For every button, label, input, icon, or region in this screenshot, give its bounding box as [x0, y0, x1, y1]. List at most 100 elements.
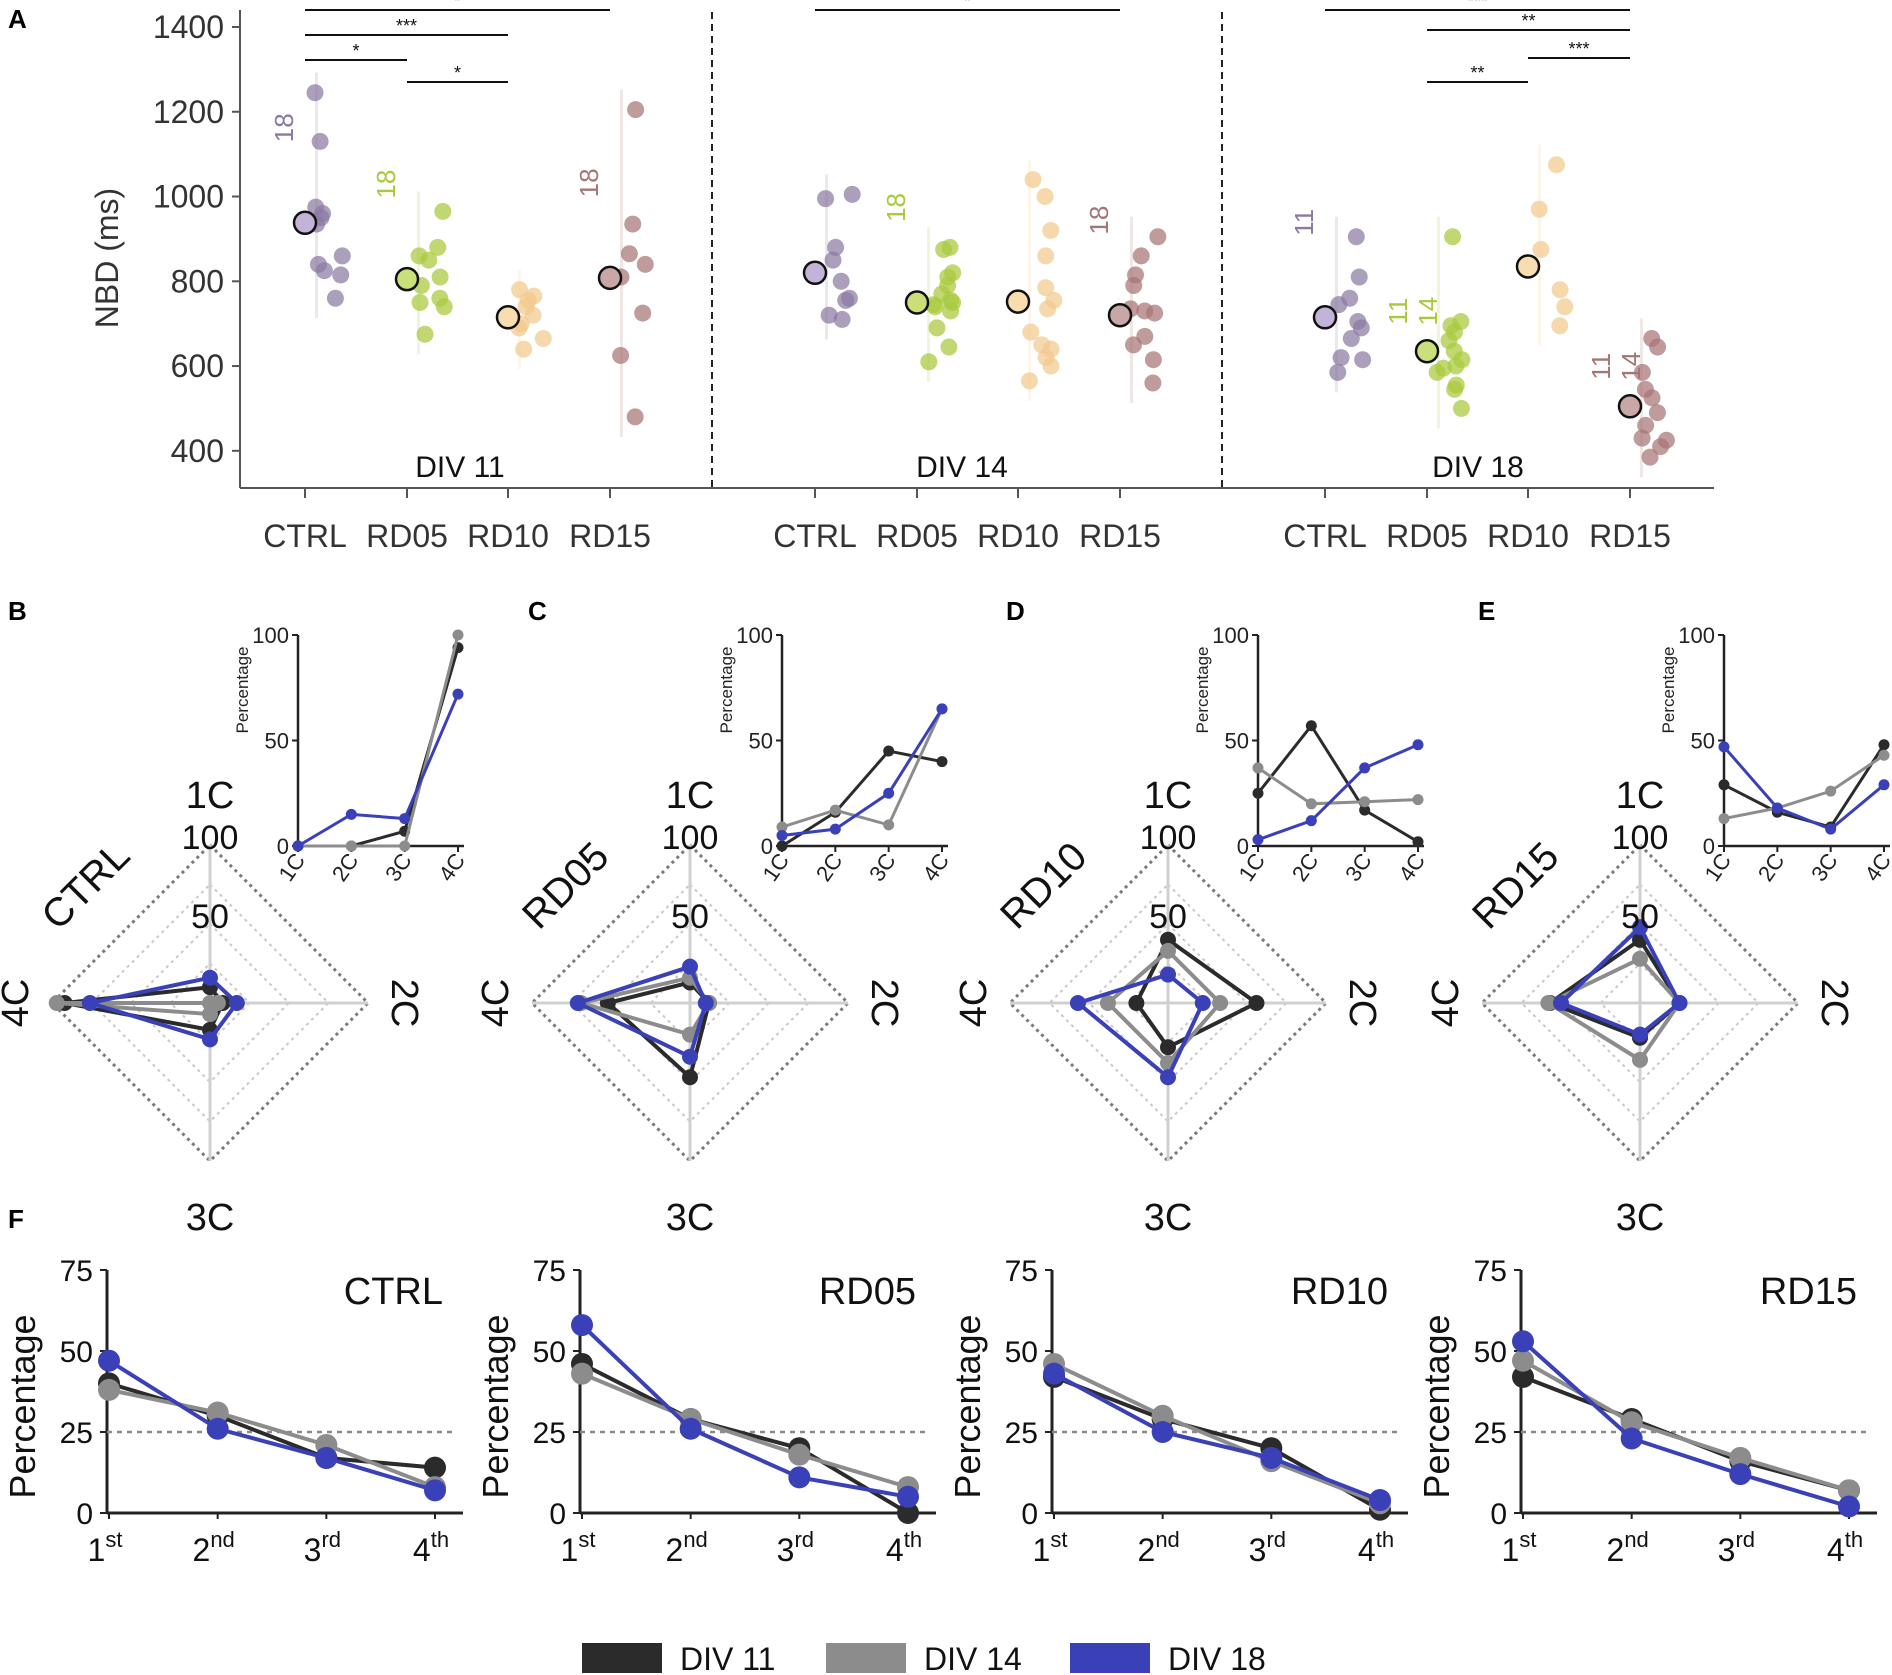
- panel-f-ordinal-number: 3: [1718, 1532, 1736, 1568]
- inset-series-point: [1718, 779, 1730, 791]
- panel-a-data-point: [1633, 429, 1651, 447]
- panel-a-ytick-label: 600: [171, 348, 224, 384]
- inset-xtick-label: 3C: [380, 848, 417, 885]
- radar-series-point: [1128, 995, 1145, 1011]
- radar-outer-ring: [49, 842, 371, 1164]
- panel-a-data-point: [926, 298, 944, 316]
- panel-a-data-point: [928, 319, 946, 337]
- radar-series-point: [202, 969, 218, 986]
- radar-grid-ring: [169, 962, 251, 1044]
- radar-series-point: [1632, 1051, 1648, 1068]
- radar-axis-label-2c: 2C: [383, 979, 425, 1028]
- panel-f-series-point: [315, 1446, 338, 1469]
- inset-ytick-label: 0: [1703, 834, 1715, 859]
- panel-a-data-point: [515, 340, 533, 358]
- inset-series-point: [776, 829, 788, 841]
- panel-f-series-point: [1838, 1495, 1860, 1518]
- panel-f-series-line-2: [581, 1371, 909, 1489]
- inset-series-point: [1305, 815, 1317, 827]
- radar-series-point: [1099, 995, 1116, 1011]
- panel-a-data-point: [620, 245, 638, 263]
- inset-ytick-label: 100: [252, 623, 289, 648]
- panel-a-data-point: [434, 202, 452, 220]
- panel-f-y-axis-title: Percentage: [1416, 1314, 1457, 1498]
- panel-a-n-label: 11: [1289, 209, 1319, 236]
- panel-a-y-axis-title: NBD (ms): [89, 188, 125, 328]
- radar-outer-ring: [529, 842, 851, 1164]
- panel-a-data-point: [1039, 300, 1057, 318]
- panel-f-series-point: [1151, 1404, 1174, 1427]
- panel-a-data-point: [306, 84, 324, 102]
- radar-condition-label: RD10: [992, 834, 1095, 937]
- panel-f-xtick-label: 1st: [561, 1527, 596, 1568]
- inset-series-line-2: [1257, 766, 1419, 806]
- radar-series-point: [1160, 1069, 1176, 1086]
- panel-f-series-line-2: [1053, 1362, 1381, 1506]
- panel-f-ordinal-suffix: st: [105, 1527, 122, 1552]
- panel-f-xtick-label: 3rd: [1718, 1527, 1755, 1568]
- panel-f-ordinal-suffix: nd: [1624, 1527, 1648, 1552]
- radar-series-point: [1671, 995, 1688, 1011]
- panel-a-data-point: [942, 302, 960, 320]
- panel-f-ytick-label: 25: [1005, 1417, 1038, 1450]
- inset-series-point: [399, 813, 411, 825]
- panel-a-data-point: [1643, 389, 1661, 407]
- panel-a-data-point: [920, 353, 938, 371]
- radar-tick-label-100: 100: [182, 819, 239, 857]
- panel-a-data-point: [534, 330, 552, 347]
- panel-a-data-point: [1149, 228, 1167, 246]
- radar-series-point: [682, 1048, 698, 1065]
- panel-a-data-point: [431, 268, 449, 286]
- panel-a-data-point: [1342, 330, 1360, 347]
- legend-swatch: [826, 1643, 906, 1673]
- panel-f-series-point: [1729, 1463, 1752, 1486]
- panel-a-data-point: [1330, 296, 1348, 314]
- inset-series-point: [1878, 739, 1890, 751]
- inset-series-point: [345, 840, 357, 852]
- radar-series-line-3: [1075, 972, 1205, 1080]
- panel-a: 400 600 800 1000 1200 1400 NBD (ms) CTRL 18 RD05 1…: [89, 0, 1714, 554]
- inset-series-point: [292, 840, 304, 852]
- panel-a-significance-label: ***: [396, 16, 417, 36]
- panel-f-ordinal-suffix: rd: [321, 1527, 341, 1552]
- panel-f-ordinal-number: 3: [304, 1532, 322, 1568]
- panel-a-data-point: [435, 298, 453, 316]
- panel-a-group-label: DIV 11: [415, 451, 505, 484]
- panel-a-significance-label: *: [352, 41, 359, 61]
- panel-f-series-point: [424, 1479, 446, 1502]
- radar-grid-ring: [1127, 962, 1209, 1044]
- panel-a-n-label: 14: [1616, 352, 1646, 381]
- panel-a-data-point: [1633, 363, 1651, 381]
- inset-series-point: [776, 821, 788, 833]
- radar-outer-ring: [1007, 842, 1329, 1164]
- panel-f-RD05: 0 25 50 75 Percentage 1st 2nd 3rd 4th RD05: [475, 1255, 936, 1568]
- panel-f-series-point: [206, 1417, 229, 1440]
- radar-tick-label-100: 100: [662, 819, 719, 857]
- panel-f-xtick-label: 1st: [1033, 1527, 1068, 1568]
- panel-a-mean-marker: [1107, 302, 1133, 328]
- panel-a-category-label: CTRL: [773, 518, 857, 554]
- radar-series-point: [1160, 1039, 1176, 1056]
- inset-series-point: [829, 823, 841, 835]
- radar-tick-label-50: 50: [671, 898, 709, 936]
- panel-a-data-point: [1551, 317, 1569, 335]
- radar-series-point: [81, 995, 98, 1011]
- radar-axis-label-3c: 3C: [186, 1197, 235, 1239]
- panel-f-ordinal-number: 3: [777, 1532, 795, 1568]
- panel-a-data-point: [1329, 363, 1347, 381]
- panel-f-ordinal-number: 1: [1502, 1532, 1520, 1568]
- radar-axis-label-1c: 1C: [1616, 775, 1665, 817]
- panel-f-series-point: [897, 1485, 919, 1508]
- radar-series-point: [202, 1006, 218, 1023]
- inset-series-point: [1878, 749, 1890, 761]
- panel-f-series-point: [1512, 1349, 1534, 1372]
- panel-f-condition-label: RD05: [819, 1271, 916, 1313]
- panel-a-ytick-label: 1000: [153, 179, 224, 215]
- panel-f-ordinal-suffix: th: [1376, 1527, 1394, 1552]
- panel-f-series-point: [1043, 1362, 1065, 1385]
- panel-f-series-line-1: [581, 1362, 910, 1515]
- inset-series-point: [883, 819, 895, 831]
- panel-letter-B: B: [8, 596, 27, 626]
